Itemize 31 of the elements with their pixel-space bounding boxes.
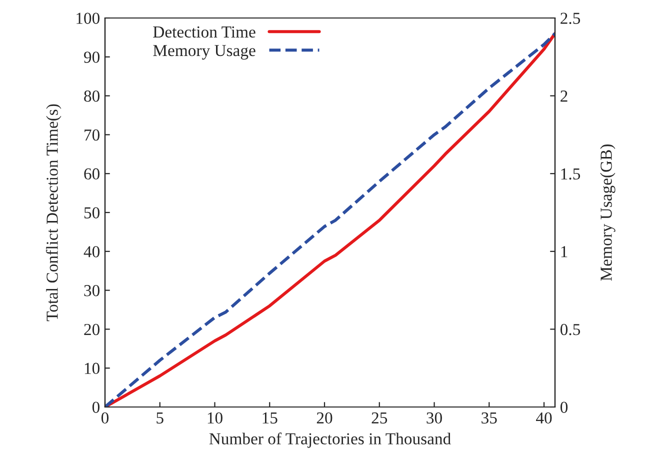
y-tick-label: 90 (84, 52, 100, 63)
y2-tick-label: 2 (560, 90, 568, 102)
x-axis-title: Number of Trajectories in Thousand (209, 432, 451, 448)
y-tick-label: 50 (84, 207, 100, 218)
legend-label: Memory Usage (153, 45, 256, 60)
y2-tick-label: 1.5 (561, 168, 580, 180)
y-tick-label: 100 (76, 12, 100, 24)
y2-tick-label: 0 (560, 402, 568, 413)
y-axis-title: Total Conflict Detection Time(s) (46, 104, 62, 322)
y-tick-label: 80 (84, 90, 100, 102)
y-tick-label: 60 (84, 168, 100, 180)
y-tick-label: 20 (84, 324, 100, 336)
x-tick-label: 0 (101, 412, 109, 424)
y-tick-label: 30 (84, 285, 100, 296)
x-tick-label: 5 (156, 412, 164, 424)
y2-tick-label: 2.5 (560, 12, 580, 24)
x-tick-label: 35 (482, 412, 497, 424)
y-tick-label: 10 (84, 362, 100, 374)
x-tick-label: 30 (426, 412, 442, 424)
x-tick-label: 10 (208, 412, 222, 424)
x-tick-label: 25 (372, 412, 388, 424)
y-tick-label: 40 (84, 246, 100, 258)
x-tick-label: 15 (262, 412, 278, 424)
y2-axis-title: Memory Usage(GB) (600, 144, 616, 281)
x-tick-label: 20 (316, 412, 332, 424)
x-tick-label: 40 (536, 412, 552, 424)
y-tick-label: 70 (84, 129, 100, 141)
legend-label: Detection Time (153, 26, 256, 38)
y2-tick-label: 1 (561, 246, 568, 258)
y-tick-label: 0 (92, 402, 100, 413)
y2-tick-label: 0.5 (560, 324, 580, 336)
